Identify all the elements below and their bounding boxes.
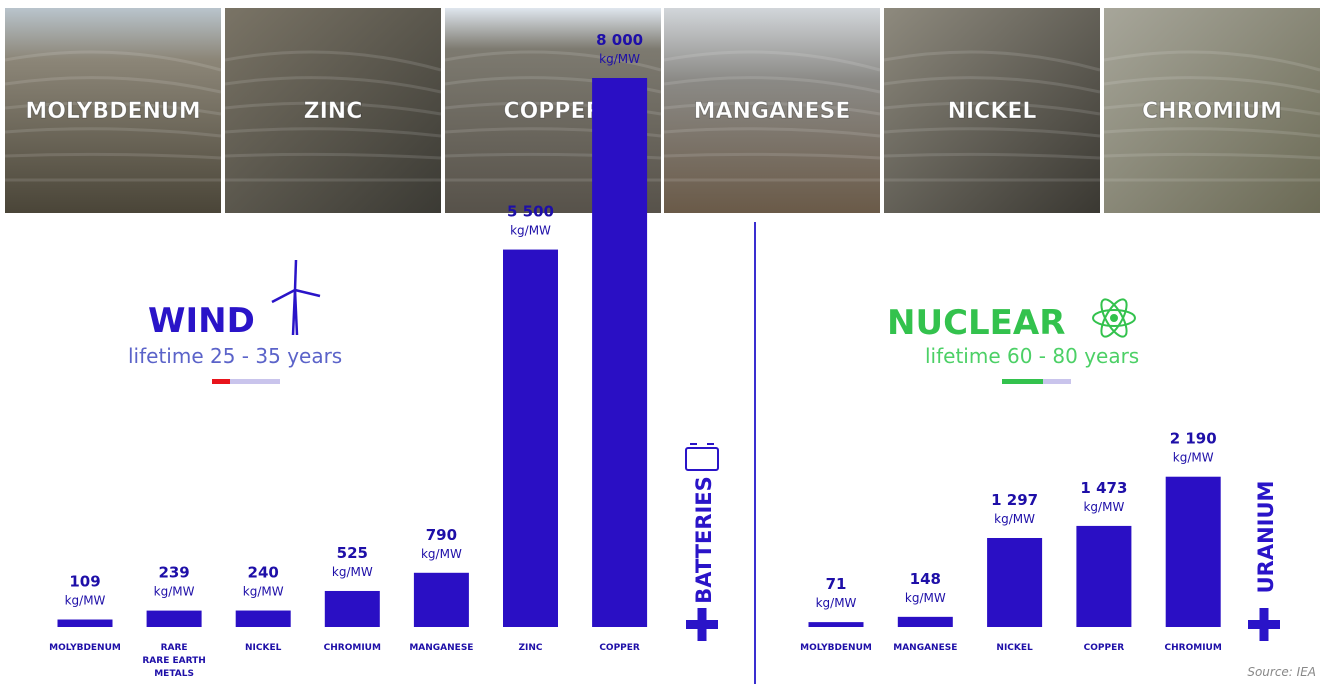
- lifetime-indicator: [230, 379, 280, 384]
- wind-icon: [272, 260, 320, 335]
- bar: [809, 622, 864, 627]
- infographic: MOLYBDENUM ZINC COPPER MANGANESE NICKEL CHROM…: [0, 0, 1325, 684]
- nuclear-title: NUCLEAR: [887, 303, 1065, 343]
- source: Source: IEA: [1247, 665, 1316, 679]
- batteries-label: BATTERIES: [692, 476, 716, 604]
- unit-label: kg/MW: [816, 596, 857, 610]
- unit-label: kg/MW: [154, 585, 195, 599]
- unit-label: kg/MW: [905, 591, 946, 605]
- unit-label: kg/MW: [421, 547, 462, 561]
- value-label: 109: [69, 573, 100, 591]
- value-label: 790: [426, 526, 457, 544]
- wind-title: WIND: [148, 301, 255, 341]
- value-label: 240: [248, 564, 279, 582]
- photo-label: MOLYBDENUM: [25, 99, 200, 124]
- lifetime-indicator: [212, 379, 230, 384]
- atom-icon: [1093, 296, 1135, 340]
- bar: [58, 620, 113, 627]
- lifetime-indicator: [1043, 379, 1071, 384]
- unit-label: kg/MW: [332, 565, 373, 579]
- bar: [1076, 526, 1131, 627]
- chart: MOLYBDENUM ZINC COPPER MANGANESE NICKEL CHROM…: [0, 0, 1325, 684]
- value-label: 71: [826, 575, 847, 593]
- bar: [503, 250, 558, 627]
- category-label: COPPER: [1064, 642, 1144, 655]
- photo-label: COPPER: [503, 99, 602, 124]
- photo-label: CHROMIUM: [1142, 99, 1282, 124]
- unit-label: kg/MW: [243, 585, 284, 599]
- category-label: MOLYBDENUM: [796, 642, 876, 655]
- category-label: MANGANESE: [885, 642, 965, 655]
- category-label: MANGANESE: [401, 642, 481, 655]
- value-label: 1 297: [991, 491, 1038, 509]
- lifetime-indicator: [1002, 379, 1043, 384]
- category-label: CHROMIUM: [312, 642, 392, 655]
- value-label: 239: [158, 564, 189, 582]
- category-label: MOLYBDENUM: [45, 642, 125, 655]
- value-label: 8 000: [596, 31, 643, 49]
- value-label: 2 190: [1170, 430, 1217, 448]
- unit-label: kg/MW: [994, 512, 1035, 526]
- bar: [414, 573, 469, 627]
- wind-subtitle: lifetime 25 - 35 years: [128, 344, 342, 368]
- category-label: RARE RARE EARTH METALS: [134, 642, 214, 681]
- unit-label: kg/MW: [510, 224, 551, 238]
- bar: [147, 611, 202, 627]
- bar: [236, 611, 291, 627]
- bar: [325, 591, 380, 627]
- bar: [987, 538, 1042, 627]
- photo-label: ZINC: [304, 99, 363, 124]
- photo-label: NICKEL: [948, 99, 1037, 124]
- nuclear-subtitle: lifetime 60 - 80 years: [925, 344, 1139, 368]
- unit-label: kg/MW: [1173, 451, 1214, 465]
- uranium-label: URANIUM: [1254, 481, 1278, 594]
- bar: [592, 78, 647, 627]
- value-label: 148: [910, 570, 941, 588]
- category-label: CHROMIUM: [1153, 642, 1233, 655]
- category-label: ZINC: [491, 642, 571, 655]
- bar: [1166, 477, 1221, 627]
- photo-label: MANGANESE: [694, 99, 851, 124]
- value-label: 1 473: [1080, 479, 1127, 497]
- unit-label: kg/MW: [599, 52, 640, 66]
- value-label: 5 500: [507, 203, 554, 221]
- unit-label: kg/MW: [65, 594, 106, 608]
- unit-label: kg/MW: [1083, 500, 1124, 514]
- battery-icon: [686, 444, 718, 470]
- category-label: NICKEL: [223, 642, 303, 655]
- photo-strip: MOLYBDENUM ZINC COPPER MANGANESE NICKEL CHROM…: [5, 8, 1320, 213]
- bar: [898, 617, 953, 627]
- value-label: 525: [337, 544, 368, 562]
- category-label: NICKEL: [975, 642, 1055, 655]
- category-label: COPPER: [580, 642, 660, 655]
